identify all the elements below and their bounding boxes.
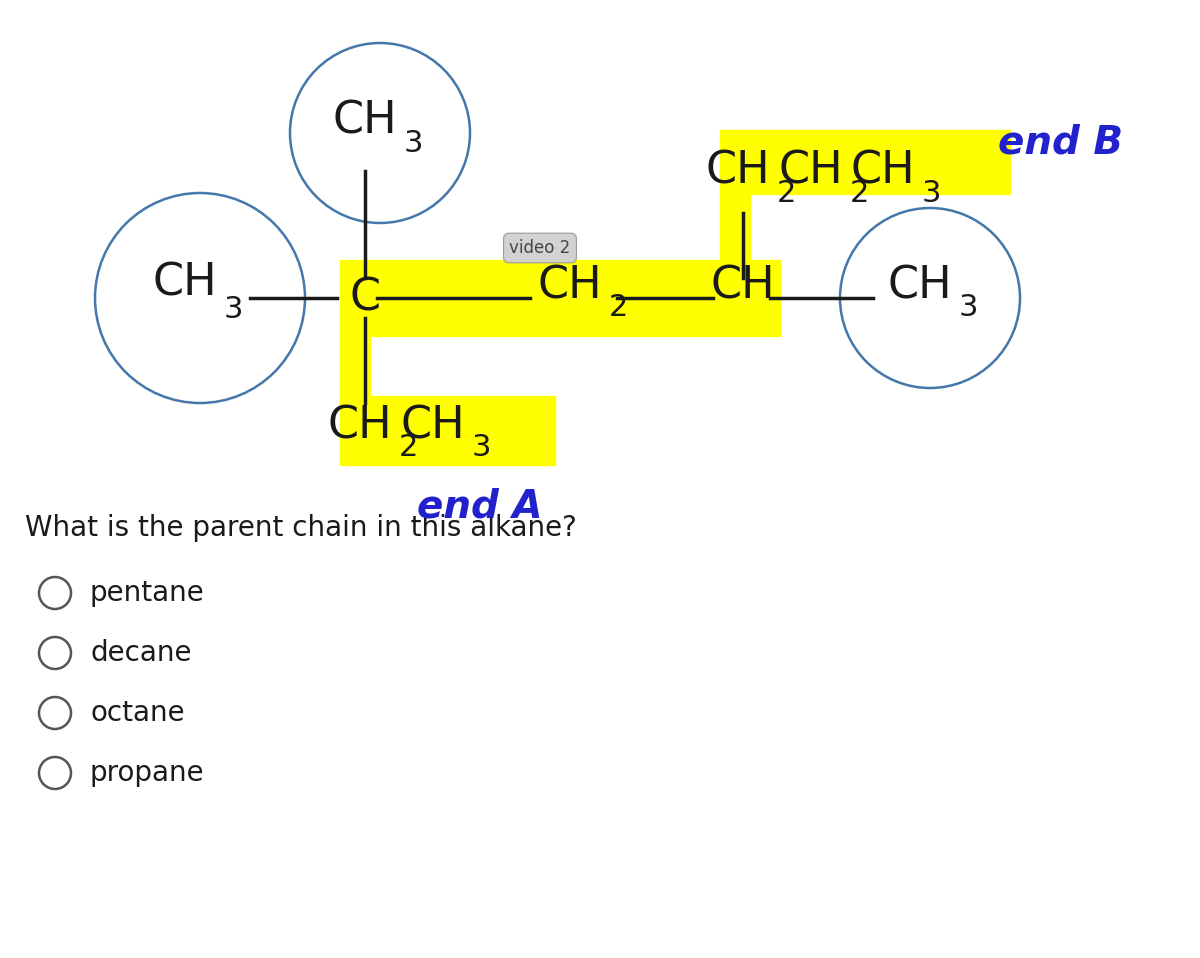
Text: CH: CH bbox=[401, 404, 466, 447]
Text: CH: CH bbox=[538, 264, 602, 308]
Text: video 2: video 2 bbox=[509, 239, 571, 257]
Text: C: C bbox=[349, 277, 380, 320]
Text: 2: 2 bbox=[850, 178, 869, 208]
Text: 2: 2 bbox=[398, 434, 418, 463]
Text: decane: decane bbox=[90, 639, 192, 667]
Text: CH: CH bbox=[779, 149, 844, 193]
Bar bbox=[340, 260, 780, 336]
Text: end B: end B bbox=[998, 124, 1123, 162]
Bar bbox=[720, 164, 750, 265]
Text: CH: CH bbox=[152, 262, 217, 305]
Text: 2: 2 bbox=[776, 178, 796, 208]
Text: CH: CH bbox=[706, 149, 770, 193]
Text: 2: 2 bbox=[608, 293, 628, 323]
Text: 3: 3 bbox=[403, 128, 422, 157]
Text: pentane: pentane bbox=[90, 579, 205, 607]
Text: octane: octane bbox=[90, 699, 185, 727]
Text: CH: CH bbox=[710, 264, 775, 308]
Text: CH: CH bbox=[332, 100, 397, 143]
Text: end A: end A bbox=[418, 487, 542, 525]
Text: What is the parent chain in this alkane?: What is the parent chain in this alkane? bbox=[25, 514, 577, 542]
Text: 3: 3 bbox=[223, 295, 242, 325]
Text: CH: CH bbox=[328, 404, 392, 447]
Bar bbox=[340, 397, 554, 465]
Bar bbox=[340, 331, 370, 461]
Text: 3: 3 bbox=[922, 178, 941, 208]
Bar bbox=[720, 129, 1010, 194]
Text: propane: propane bbox=[90, 759, 205, 787]
Text: 3: 3 bbox=[472, 434, 491, 463]
Text: 3: 3 bbox=[959, 293, 978, 323]
Text: CH: CH bbox=[888, 264, 953, 308]
Text: CH: CH bbox=[851, 149, 916, 193]
